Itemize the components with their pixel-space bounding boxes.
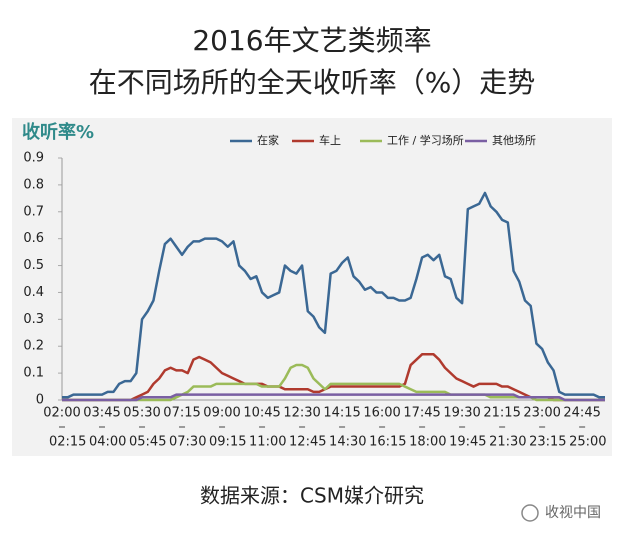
x-tick-label: 19:30	[443, 406, 480, 421]
x-tick-label: 14:30	[329, 435, 366, 450]
x-tick-label: 09:15	[209, 435, 246, 450]
chart-subtitle: 在不同场所的全天收听率（%）走势	[89, 66, 536, 99]
x-tick-label: 23:15	[529, 435, 566, 450]
x-tick-label: 23:00	[523, 406, 560, 421]
x-tick-label: 14:15	[323, 406, 360, 421]
x-tick-label: 05:45	[129, 435, 166, 450]
x-tick-label: 16:00	[363, 406, 400, 421]
series-line	[62, 353, 605, 402]
y-tick-label: 0.7	[23, 204, 44, 219]
x-tick-label: 21:15	[483, 406, 520, 421]
chart-title: 2016年文艺类频率	[192, 24, 431, 57]
x-tick-label: 05:30	[123, 406, 160, 421]
y-tick-label: 0	[36, 393, 44, 408]
series-line	[62, 191, 605, 399]
x-tick-label: 02:15	[49, 435, 86, 450]
legend-label: 其他场所	[492, 133, 536, 147]
x-tick-label: 07:15	[163, 406, 200, 421]
y-tick-label: 0.5	[23, 258, 44, 273]
y-tick-label: 0.8	[23, 177, 44, 192]
y-tick-label: 0.6	[23, 231, 44, 246]
legend-label: 工作 / 学习场所	[387, 133, 464, 147]
watermark: 收视中国	[545, 505, 601, 521]
x-tick-label: 02:00	[43, 406, 80, 421]
x-tick-label: 18:00	[409, 435, 446, 450]
legend-label: 在家	[257, 133, 279, 147]
x-tick-label: 10:45	[243, 406, 280, 421]
y-tick-label: 0.3	[23, 312, 44, 327]
x-tick-label: 09:00	[203, 406, 240, 421]
x-tick-label: 19:45	[449, 435, 486, 450]
x-tick-label: 21:30	[489, 435, 526, 450]
y-tick-label: 0.4	[23, 285, 44, 300]
x-tick-label: 17:45	[403, 406, 440, 421]
watermark-icon	[521, 504, 539, 522]
x-tick-label: 03:45	[83, 406, 120, 421]
x-tick-label: 07:30	[169, 435, 206, 450]
x-tick-label: 25:00	[569, 435, 606, 450]
x-tick-label: 24:45	[563, 406, 600, 421]
y-axis-title: 收听率%	[22, 121, 94, 143]
y-tick-label: 0.1	[23, 366, 44, 381]
series-line	[62, 363, 605, 402]
x-tick-label: 12:45	[289, 435, 326, 450]
x-tick-label: 12:30	[283, 406, 320, 421]
x-tick-label: 11:00	[249, 435, 286, 450]
x-tick-label: 16:15	[369, 435, 406, 450]
source: 数据来源：CSM媒介研究	[200, 484, 424, 508]
y-tick-label: 0.2	[23, 339, 44, 354]
y-tick-label: 0.9	[23, 151, 44, 166]
legend-label: 车上	[319, 133, 341, 147]
x-tick-label: 04:00	[89, 435, 126, 450]
series-line	[62, 393, 605, 402]
